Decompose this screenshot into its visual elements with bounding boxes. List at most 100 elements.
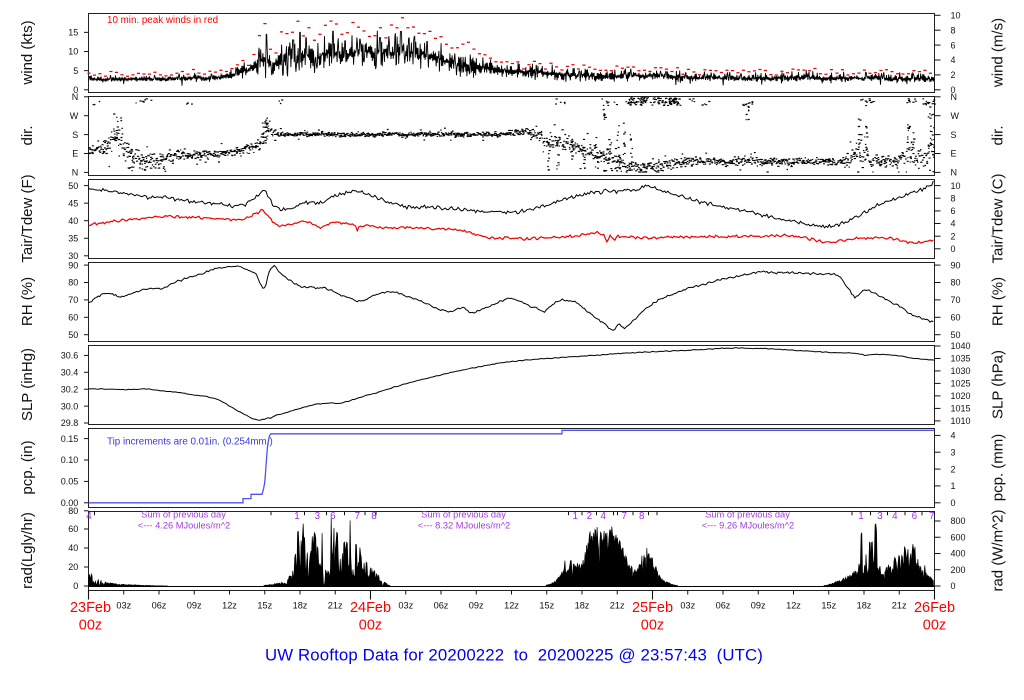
svg-text:30.2: 30.2 [61, 384, 79, 394]
svg-text:6: 6 [330, 511, 336, 522]
svg-text:30.4: 30.4 [61, 368, 79, 378]
svg-text:3: 3 [315, 511, 321, 522]
svg-text:90: 90 [951, 260, 961, 270]
svg-text:<--- 9.26 MJoules/m^2: <--- 9.26 MJoules/m^2 [702, 521, 794, 531]
svg-text:SLP (hPa): SLP (hPa) [990, 350, 1007, 419]
svg-text:2: 2 [951, 231, 956, 241]
svg-text:50: 50 [68, 181, 78, 191]
svg-text:60: 60 [951, 313, 961, 323]
svg-text:7: 7 [621, 511, 626, 522]
svg-text:Tair/Tdew (C): Tair/Tdew (C) [990, 173, 1007, 263]
svg-text:Tair/Tdew (F): Tair/Tdew (F) [19, 174, 36, 262]
svg-text:0.15: 0.15 [61, 434, 79, 444]
svg-text:N: N [72, 168, 79, 178]
svg-text:2: 2 [587, 511, 592, 522]
svg-text:pcp. (mm): pcp. (mm) [990, 434, 1007, 502]
svg-text:6: 6 [912, 511, 918, 522]
svg-text:S: S [951, 130, 957, 140]
svg-text:30.6: 30.6 [61, 351, 79, 361]
svg-text:4: 4 [86, 511, 92, 522]
svg-text:4: 4 [600, 511, 606, 522]
svg-text:0: 0 [951, 581, 956, 591]
svg-text:70: 70 [951, 295, 961, 305]
svg-text:W: W [951, 111, 960, 121]
svg-text:7: 7 [355, 511, 360, 522]
svg-text:N: N [72, 92, 79, 102]
svg-text:1040: 1040 [951, 341, 971, 351]
svg-text:0: 0 [951, 85, 956, 95]
svg-text:1015: 1015 [951, 404, 971, 414]
svg-text:21z: 21z [328, 601, 343, 611]
svg-text:4: 4 [951, 219, 956, 229]
svg-text:7: 7 [929, 511, 934, 522]
svg-text:30.0: 30.0 [61, 401, 79, 411]
svg-text:10: 10 [951, 181, 961, 191]
svg-text:15z: 15z [539, 601, 554, 611]
svg-text:2: 2 [951, 464, 956, 474]
svg-text:90: 90 [68, 260, 78, 270]
svg-text:24Feb: 24Feb [350, 600, 391, 616]
svg-text:10: 10 [951, 11, 961, 21]
svg-text:pcp. (in): pcp. (in) [19, 440, 36, 494]
svg-text:<--- 8.32 MJoules/m^2: <--- 8.32 MJoules/m^2 [418, 521, 510, 531]
svg-text:0.05: 0.05 [61, 477, 79, 487]
svg-text:03z: 03z [680, 601, 695, 611]
svg-text:09z: 09z [469, 601, 484, 611]
svg-text:1: 1 [951, 481, 956, 491]
svg-text:03z: 03z [116, 601, 131, 611]
svg-text:15z: 15z [821, 601, 836, 611]
svg-text:4: 4 [951, 55, 956, 65]
svg-text:29.8: 29.8 [61, 418, 79, 428]
svg-text:S: S [72, 130, 78, 140]
svg-text:8: 8 [371, 511, 377, 522]
svg-text:3: 3 [877, 511, 883, 522]
svg-text:6: 6 [951, 40, 956, 50]
svg-text:1010: 1010 [951, 416, 971, 426]
svg-text:15z: 15z [257, 601, 272, 611]
svg-text:dir.: dir. [990, 125, 1007, 145]
svg-text:18z: 18z [857, 601, 872, 611]
svg-text:1035: 1035 [951, 354, 971, 364]
svg-text:09z: 09z [751, 601, 766, 611]
svg-text:Sum of previous day: Sum of previous day [141, 510, 226, 520]
svg-text:10 min. peak winds in red: 10 min. peak winds in red [107, 15, 218, 26]
svg-text:1020: 1020 [951, 391, 971, 401]
svg-text:dir.: dir. [19, 125, 36, 145]
svg-text:23Feb: 23Feb [70, 600, 111, 616]
svg-text:200: 200 [951, 565, 966, 575]
svg-text:<--- 4.26 MJoules/m^2: <--- 4.26 MJoules/m^2 [138, 521, 230, 531]
svg-text:rad(Lgly/hr): rad(Lgly/hr) [19, 512, 36, 589]
svg-text:12z: 12z [786, 601, 801, 611]
svg-text:26Feb: 26Feb [914, 600, 955, 616]
svg-text:0.00: 0.00 [61, 498, 79, 508]
svg-text:RH (%): RH (%) [19, 277, 36, 326]
svg-text:N: N [951, 168, 958, 178]
svg-text:1: 1 [294, 511, 299, 522]
svg-text:00z: 00z [79, 618, 102, 634]
svg-text:8: 8 [639, 511, 645, 522]
svg-text:4: 4 [951, 431, 956, 441]
svg-text:400: 400 [951, 549, 966, 559]
svg-text:1: 1 [858, 511, 863, 522]
svg-text:1030: 1030 [951, 366, 971, 376]
svg-text:1025: 1025 [951, 379, 971, 389]
svg-text:wind (kts): wind (kts) [19, 20, 36, 85]
svg-text:12z: 12z [504, 601, 519, 611]
svg-text:600: 600 [951, 532, 966, 542]
svg-text:80: 80 [68, 506, 78, 516]
svg-text:8: 8 [951, 25, 956, 35]
svg-text:Sum of previous day: Sum of previous day [705, 510, 790, 520]
svg-text:Sum of previous day: Sum of previous day [421, 510, 506, 520]
svg-text:8: 8 [951, 193, 956, 203]
svg-text:25Feb: 25Feb [632, 600, 673, 616]
svg-text:60: 60 [68, 524, 78, 534]
svg-text:18z: 18z [575, 601, 590, 611]
svg-text:20: 20 [68, 562, 78, 572]
svg-text:50: 50 [951, 330, 961, 340]
svg-text:03z: 03z [398, 601, 413, 611]
svg-text:0: 0 [951, 244, 956, 254]
svg-text:W: W [70, 111, 79, 121]
svg-text:0: 0 [951, 498, 956, 508]
svg-text:0: 0 [73, 85, 78, 95]
svg-text:10: 10 [68, 47, 78, 57]
